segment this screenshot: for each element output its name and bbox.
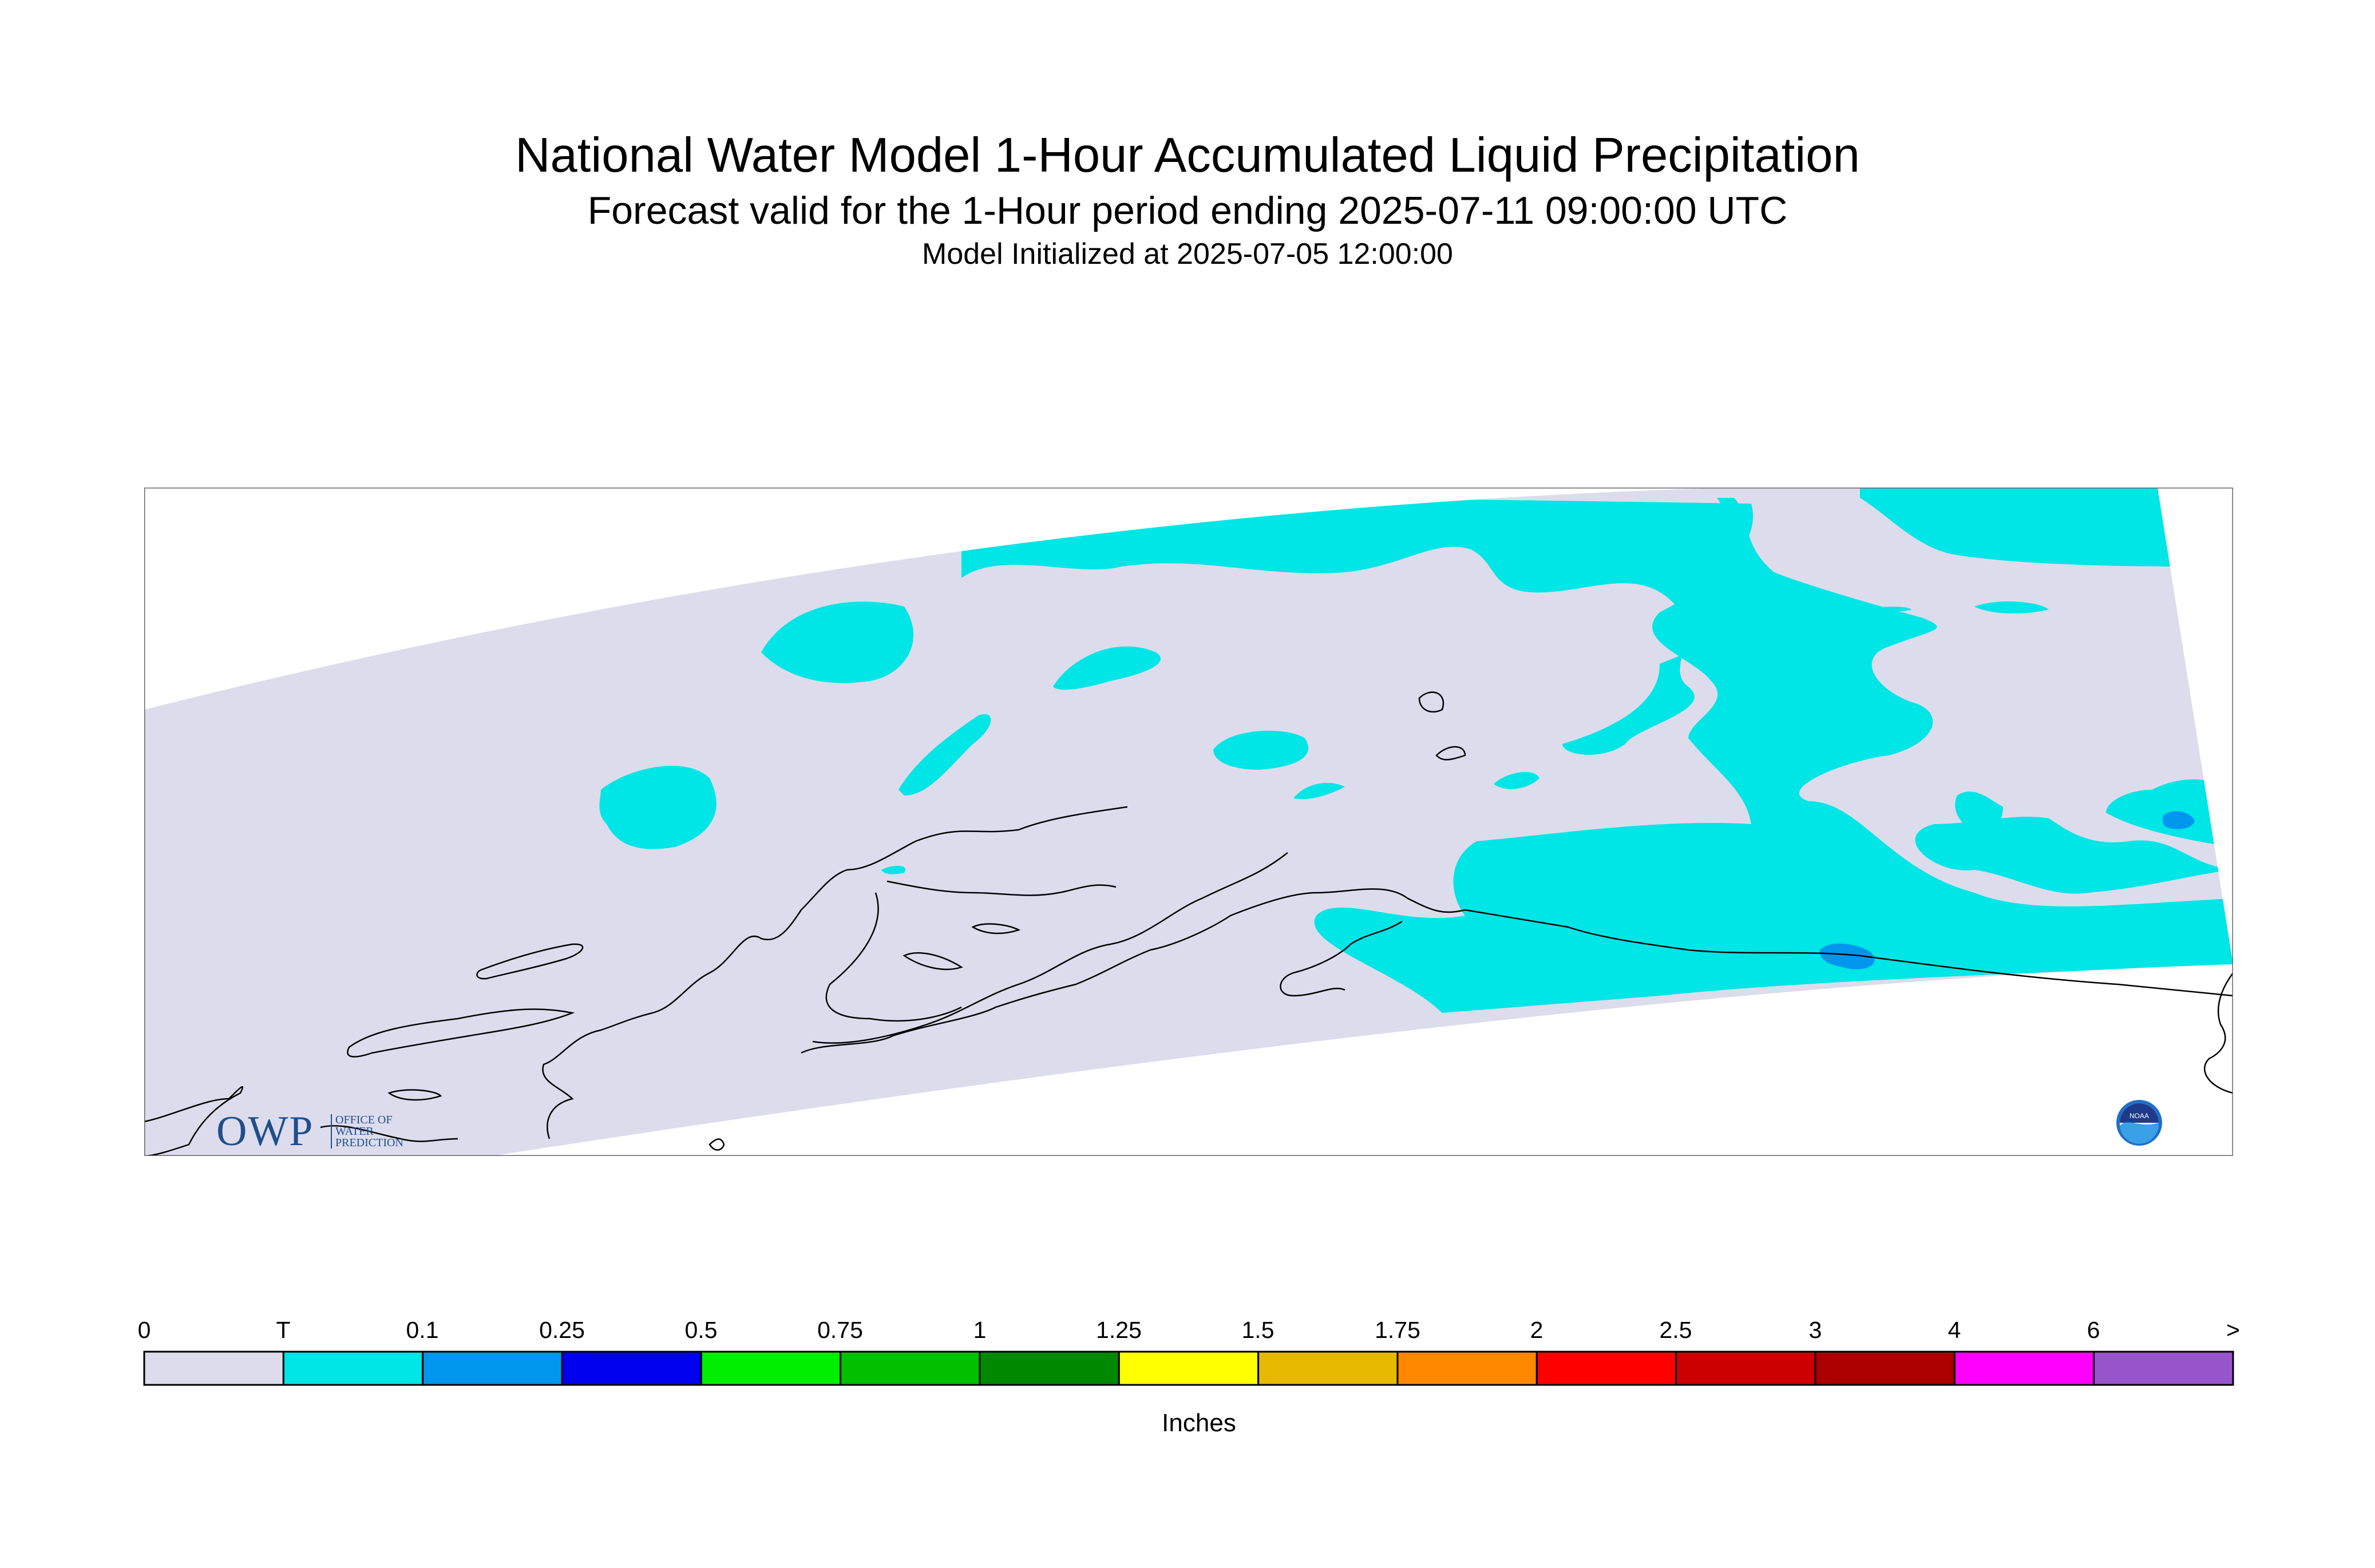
owp-full-name: OFFICE OF WATER PREDICTION: [331, 1114, 403, 1149]
trace-area-north-fleck-2: [1974, 601, 2049, 613]
light-area-2: [2162, 811, 2195, 829]
colorbar-swatch: [840, 1351, 981, 1386]
colorbar-swatch: [1257, 1351, 1399, 1386]
coastline-western-alaska: [542, 806, 1128, 1139]
light-precip-areas: [1820, 811, 2195, 969]
siberia-coast: [144, 1086, 244, 1156]
colorbar-label: 0.25: [539, 1317, 585, 1343]
owp-full-line-1: OFFICE OF: [335, 1114, 393, 1126]
nunivak-island: [347, 1008, 575, 1058]
noaa-logo: NOAA: [2116, 1100, 2162, 1146]
light-area-1: [1820, 943, 1875, 969]
trace-area-north-fleck-1: [1871, 607, 1911, 612]
colorbar-label: 1: [973, 1317, 987, 1343]
colorbar-label: 1.75: [1375, 1317, 1420, 1343]
owp-abbrev: OWP: [216, 1108, 314, 1155]
map-title: National Water Model 1-Hour Accumulated …: [515, 128, 1860, 183]
colorbar-label: 2.5: [1659, 1317, 1692, 1343]
siberia-island: [387, 1089, 442, 1101]
coastline-mainland-south: [801, 888, 2233, 1054]
noaa-logo-text: NOAA: [2129, 1112, 2149, 1120]
colorbar-swatch: [422, 1351, 563, 1386]
forecast-valid-line: Forecast valid for the 1-Hour period end…: [587, 189, 1788, 232]
trace-area-blob-3: [1494, 772, 1539, 789]
colorbar-label: 2: [1530, 1317, 1543, 1343]
colorbar-label: 4: [1948, 1317, 1961, 1343]
colorbar-swatch: [282, 1351, 424, 1386]
colorbar-swatch: [1953, 1351, 2095, 1386]
owp-full-line-3: PREDICTION: [335, 1137, 403, 1149]
coastline-kenai-kodiak: [1280, 920, 1403, 997]
island-4: [1435, 746, 1466, 761]
trace-area-north-band: [961, 492, 1753, 755]
colorbar-swatch: [143, 1351, 284, 1386]
colorbar-swatch: [1675, 1351, 1816, 1386]
trace-area-streak-1: [898, 714, 991, 795]
owp-full-line-2: WATER: [335, 1125, 374, 1138]
island-2: [971, 923, 1021, 935]
colorbar-swatch: [1535, 1351, 1677, 1386]
aleutian-fragment: [708, 1138, 725, 1151]
trace-area-blob-1: [1213, 730, 1309, 770]
colorbar-label: T: [276, 1317, 291, 1343]
st-lawrence-island: [476, 943, 584, 980]
trace-area-blob-5: [881, 866, 905, 874]
colorbar-label: 0.5: [684, 1317, 718, 1343]
siberia-coast-2: [320, 1125, 458, 1142]
colorbar: [143, 1351, 2234, 1386]
island-3: [1418, 691, 1444, 713]
trace-area-streak-2: [1053, 646, 1161, 690]
map-area: [144, 488, 2233, 1156]
colorbar-label: 0.75: [817, 1317, 863, 1343]
interior-river-2: [825, 892, 962, 1022]
trace-area-east-main: [1314, 498, 2233, 1013]
island-1: [902, 952, 963, 971]
colorbar-label: 1.25: [1096, 1317, 1142, 1343]
colorbar-swatch: [1814, 1351, 1956, 1386]
colorbar-swatch: [979, 1351, 1120, 1386]
init-time-line: Model Initialized at 2025-07-05 12:00:00: [922, 237, 1453, 271]
colorbar-unit: Inches: [1162, 1409, 1236, 1437]
colorbar-swatch: [2093, 1351, 2234, 1386]
trace-area-blob-2: [1293, 782, 1345, 799]
model-domain: [144, 488, 2233, 1156]
colorbar-swatch: [1396, 1351, 1538, 1386]
colorbar-label: 0.1: [406, 1317, 439, 1343]
trace-area-northeast: [1860, 488, 2175, 567]
colorbar-label: 0: [137, 1317, 151, 1343]
alaska-peninsula: [812, 852, 1288, 1044]
colorbar-swatch: [700, 1351, 842, 1386]
colorbar-label: 6: [2087, 1317, 2100, 1343]
coastlines: [144, 691, 2233, 1156]
trace-area-left-bubble: [599, 766, 717, 849]
colorbar-swatch: [561, 1351, 702, 1386]
colorbar-label: 1.5: [1241, 1317, 1274, 1343]
trace-area-blob-4: [1955, 791, 2003, 831]
trace-precip-areas: [599, 488, 2233, 1013]
trace-area-right-edge: [1915, 779, 2233, 894]
colorbar-label: 3: [1808, 1317, 1822, 1343]
canada-east-coast: [2203, 972, 2233, 1094]
colorbar-swatch: [1118, 1351, 1260, 1386]
colorbar-label: >: [2226, 1317, 2240, 1343]
interior-river-1: [886, 880, 1117, 896]
trace-area-upper-bubble: [761, 601, 914, 683]
